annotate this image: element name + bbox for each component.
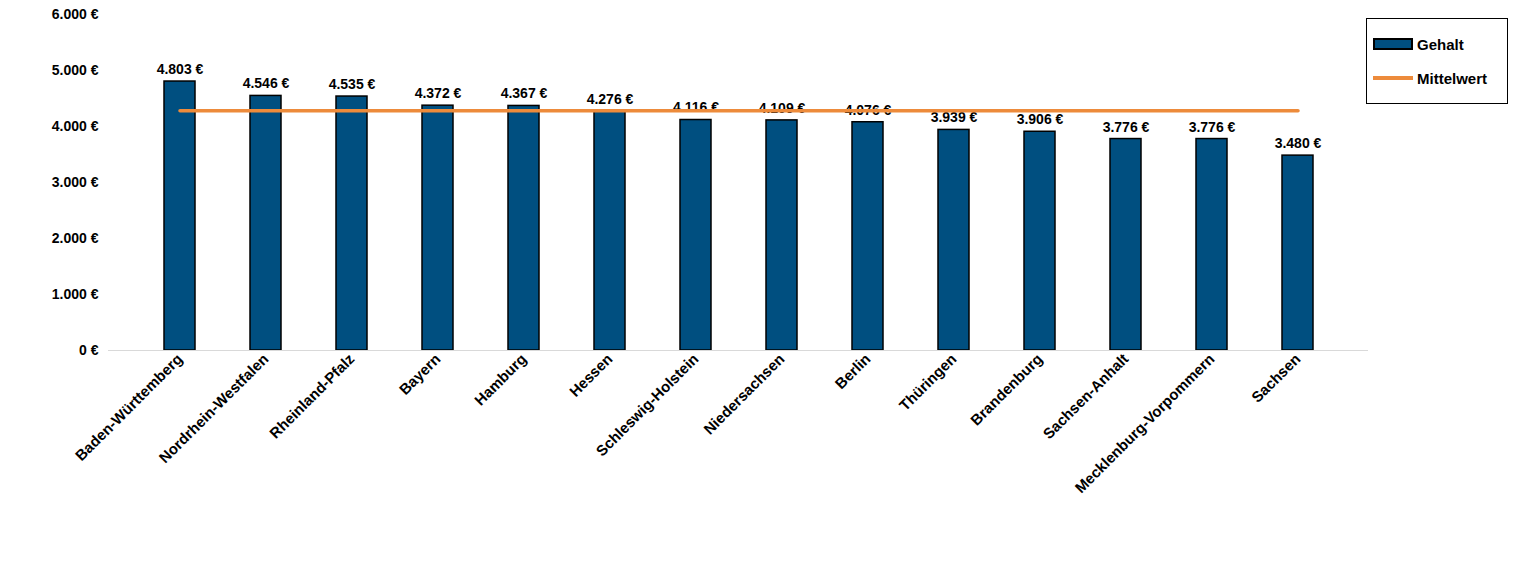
svg-text:Bayern: Bayern (396, 350, 444, 398)
svg-text:Thüringen: Thüringen (896, 350, 960, 414)
svg-text:4.367 €: 4.367 € (501, 85, 548, 101)
svg-text:4.276 €: 4.276 € (587, 91, 634, 107)
svg-text:Berlin: Berlin (831, 350, 873, 392)
svg-text:4.076 €: 4.076 € (844, 101, 892, 118)
svg-text:Schleswig-Holstein: Schleswig-Holstein (592, 350, 701, 459)
svg-text:Nordrhein-Westfalen: Nordrhein-Westfalen (155, 350, 271, 466)
svg-text:3.906 €: 3.906 € (1017, 111, 1064, 127)
svg-text:1.000 €: 1.000 € (52, 286, 99, 302)
html-text:Mittelwert: Mittelwert (1417, 69, 1487, 87)
svg-text:3.776 €: 3.776 € (1103, 119, 1150, 135)
svg-text:6.000 €: 6.000 € (52, 6, 99, 22)
svg-text:Mecklenburg-Vorpommern: Mecklenburg-Vorpommern (1071, 350, 1217, 496)
svg-text:4.535 €: 4.535 € (329, 76, 376, 92)
svg-text:5.000 €: 5.000 € (52, 62, 99, 78)
svg-text:3.939 €: 3.939 € (930, 109, 978, 126)
svg-text:4.109 €: 4.109 € (759, 100, 806, 116)
svg-text:4.372 €: 4.372 € (415, 85, 462, 101)
svg-text:4.116 €: 4.116 € (673, 99, 719, 115)
svg-text:Sachsen: Sachsen (1248, 350, 1304, 406)
svg-text:0 €: 0 € (79, 342, 99, 358)
svg-text:3.000 €: 3.000 € (52, 174, 99, 190)
svg-text:Niedersachsen: Niedersachsen (700, 350, 787, 437)
svg-text:3.480 €: 3.480 € (1275, 135, 1322, 151)
svg-text:4.803 €: 4.803 € (157, 61, 204, 77)
svg-text:3.776 €: 3.776 € (1189, 119, 1236, 135)
svg-text:Rheinland-Pfalz: Rheinland-Pfalz (266, 350, 358, 442)
html-text:Gehalt: Gehalt (1417, 35, 1464, 53)
svg-text:Baden-Württemberg: Baden-Württemberg (71, 350, 186, 464)
svg-text:4.000 €: 4.000 € (52, 118, 99, 134)
svg-text:4.546 €: 4.546 € (243, 75, 290, 91)
svg-text:Hessen: Hessen (566, 350, 616, 400)
svg-text:Hamburg: Hamburg (471, 350, 530, 409)
svg-text:Sachsen-Anhalt: Sachsen-Anhalt (1039, 350, 1131, 442)
svg-text:2.000 €: 2.000 € (52, 230, 99, 246)
svg-text:Brandenburg: Brandenburg (967, 350, 1046, 429)
